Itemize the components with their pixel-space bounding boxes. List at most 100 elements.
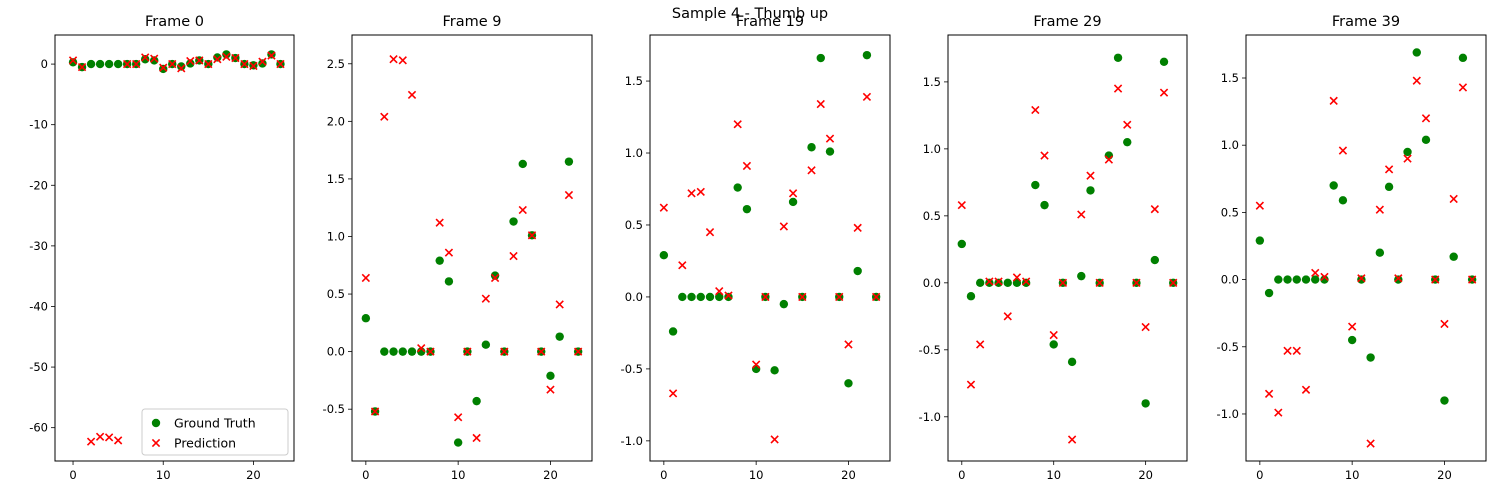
y-tick-label: 1.5: [923, 75, 941, 89]
prediction-point: [1292, 346, 1301, 355]
ground-truth-point: [853, 266, 862, 276]
ground-truth-point: [1021, 278, 1031, 288]
prediction-point: [490, 273, 500, 283]
prediction-point: [705, 228, 715, 237]
prediction-point: [555, 300, 564, 309]
subplot-title: Frame 0: [145, 14, 204, 30]
prediction-point: [976, 340, 985, 349]
prediction-point: [1104, 155, 1114, 164]
ground-truth-point: [724, 292, 733, 302]
x-tick-label: 0: [69, 468, 76, 482]
ground-truth-point: [481, 340, 491, 349]
prediction-point: [472, 433, 481, 443]
prediction-point: [1049, 330, 1058, 340]
prediction-point: [1366, 439, 1375, 448]
prediction-point: [122, 59, 132, 69]
prediction-point: [267, 51, 276, 60]
y-tick-label: 0.0: [923, 276, 941, 290]
prediction-point: [213, 55, 222, 64]
prediction-point: [380, 112, 389, 121]
prediction-point: [95, 432, 105, 441]
ground-truth-point: [1274, 275, 1283, 284]
x-tick-label: 0: [1256, 468, 1263, 482]
prediction-point: [159, 63, 168, 72]
prediction-point: [1086, 171, 1095, 180]
ground-truth-point: [1394, 275, 1403, 284]
prediction-point: [1403, 154, 1412, 163]
x-tick-label: 10: [156, 468, 171, 482]
y-tick-label: -1.0: [919, 410, 941, 424]
prediction-point: [1449, 194, 1458, 204]
y-tick-label: 1.5: [327, 172, 345, 186]
ground-truth-point: [770, 366, 779, 375]
ground-truth-point: [453, 438, 463, 447]
ground-truth-point: [1449, 252, 1458, 261]
ground-truth-point: [742, 204, 752, 214]
ground-truth-point: [213, 53, 222, 62]
x-tick-label: 0: [362, 468, 369, 482]
ground-truth-point: [564, 157, 574, 166]
prediction-point: [1040, 151, 1049, 160]
ground-truth-point: [1375, 248, 1385, 257]
ground-truth-point: [380, 347, 389, 356]
subplot-0: Frame 0 0 10 20 0 -10 -20 -30 -40 -50 -60 Ground Tr…: [29, 14, 295, 482]
prediction-point: [86, 437, 96, 446]
prediction-point: [1301, 385, 1311, 394]
prediction-point: [966, 380, 976, 389]
prediction-point: [1440, 319, 1449, 329]
prediction-point: [150, 54, 159, 63]
ground-truth-point: [68, 58, 78, 67]
prediction-point: [407, 90, 417, 100]
prediction-point: [770, 435, 779, 444]
ground-truth-point: [825, 147, 835, 156]
ground-truth-point: [751, 364, 761, 374]
legend-prediction-marker: [151, 438, 161, 448]
prediction-point: [724, 291, 733, 300]
y-tick-label: -60: [29, 421, 48, 435]
ground-truth-point: [186, 59, 195, 68]
prediction-point: [687, 189, 696, 198]
subplot-title: Frame 29: [1033, 14, 1101, 30]
prediction-point: [1021, 277, 1031, 286]
prediction-point: [546, 385, 555, 394]
prediction-point: [1338, 146, 1348, 155]
prediction-point: [104, 433, 114, 442]
ground-truth-point: [490, 271, 500, 280]
axes-frame: [649, 34, 891, 462]
x-tick-label: 20: [246, 468, 261, 482]
y-tick-label: 2.5: [327, 57, 345, 71]
prediction-point: [742, 161, 752, 171]
series-prediction: [957, 84, 1178, 444]
ground-truth-point: [1141, 399, 1150, 408]
prediction-point: [527, 231, 537, 240]
ground-truth-point: [687, 292, 696, 302]
prediction-point: [1031, 105, 1040, 115]
prediction-point: [1169, 278, 1178, 287]
prediction-point: [444, 248, 454, 257]
y-tick-label: 1.0: [1221, 138, 1239, 152]
subplot-title: Frame 19: [736, 14, 804, 30]
prediction-point: [1067, 435, 1077, 444]
prediction-point: [426, 347, 435, 356]
legend-prediction-label: Prediction: [174, 436, 236, 451]
prediction-point: [696, 187, 705, 197]
prediction-point: [417, 344, 426, 353]
prediction-point: [659, 203, 669, 212]
prediction-point: [807, 166, 816, 175]
prediction-point: [1357, 274, 1366, 283]
y-tick-label: -0.5: [621, 362, 643, 376]
ground-truth-point: [975, 278, 985, 288]
ground-truth-point: [518, 159, 527, 169]
prediction-point: [835, 292, 844, 302]
y-tick-label: 0: [41, 57, 48, 71]
ground-truth-point: [1150, 255, 1160, 265]
prediction-point: [1264, 389, 1274, 398]
series-prediction: [361, 55, 583, 443]
x-tick-label: 20: [841, 468, 856, 482]
x-tick-label: 20: [1437, 468, 1452, 482]
series-prediction: [659, 92, 881, 444]
prediction-point: [77, 62, 87, 72]
prediction-point: [1467, 275, 1477, 284]
prediction-point: [435, 218, 444, 227]
